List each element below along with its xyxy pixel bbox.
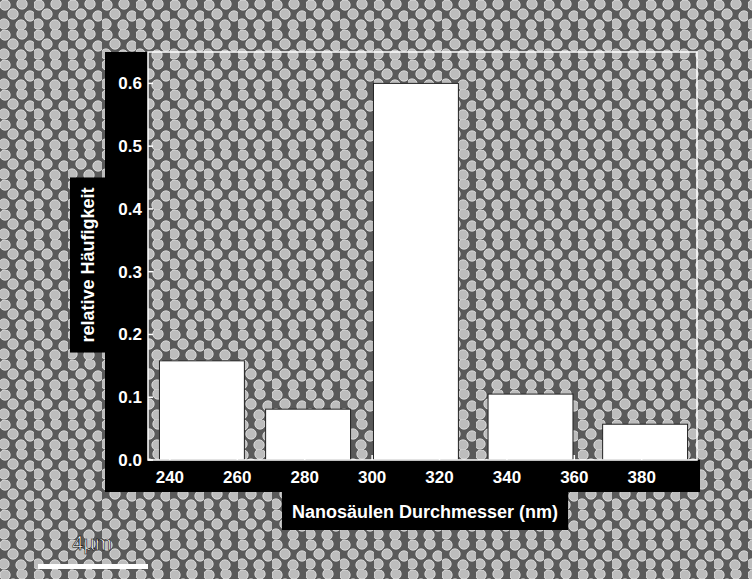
y-tick-label: 0.3	[118, 263, 142, 282]
bar	[603, 424, 688, 460]
y-tick-label: 0.6	[118, 74, 142, 93]
y-tick	[148, 459, 153, 461]
bars	[159, 83, 687, 460]
y-tick	[148, 83, 153, 85]
bar	[159, 361, 244, 460]
x-tick	[574, 455, 576, 460]
x-tick-label: 280	[291, 468, 319, 487]
y-axis-strip	[105, 52, 148, 492]
x-tick	[371, 455, 373, 460]
x-tick	[304, 455, 306, 460]
x-tick	[506, 455, 508, 460]
x-title-box	[282, 492, 568, 530]
x-tick	[237, 455, 239, 460]
x-tick	[439, 455, 441, 460]
bar	[373, 83, 458, 460]
x-tick-label: 260	[223, 468, 251, 487]
scale-bar-label: 4µm	[72, 532, 111, 554]
y-tick	[148, 145, 153, 147]
x-axis-title: Nanosäulen Durchmesser (nm)	[292, 502, 558, 522]
y-tick	[148, 271, 153, 273]
y-tick-label: 0.5	[118, 137, 142, 156]
scale-bar	[38, 564, 148, 569]
x-tick-label: 320	[425, 468, 453, 487]
bar	[488, 394, 573, 460]
y-tick	[148, 396, 153, 398]
bar	[266, 409, 351, 460]
plot-frame	[148, 52, 697, 460]
y-tick	[148, 334, 153, 336]
x-axis-strip	[105, 460, 700, 492]
x-tick-label: 380	[628, 468, 656, 487]
x-tick	[169, 455, 171, 460]
sem-background	[0, 0, 752, 579]
y-tick-label: 0.4	[118, 200, 142, 219]
x-tick-label: 360	[560, 468, 588, 487]
x-tick-label: 300	[358, 468, 386, 487]
y-title-box	[70, 177, 106, 352]
x-tick-label: 340	[493, 468, 521, 487]
x-tick-label: 240	[156, 468, 184, 487]
y-tick-label: 0.1	[118, 388, 142, 407]
y-axis-title: relative Häufigkeit	[78, 187, 98, 342]
y-tick-label: 0.0	[118, 451, 142, 470]
y-tick-label: 0.2	[118, 325, 142, 344]
x-tick	[641, 455, 643, 460]
y-tick	[148, 208, 153, 210]
